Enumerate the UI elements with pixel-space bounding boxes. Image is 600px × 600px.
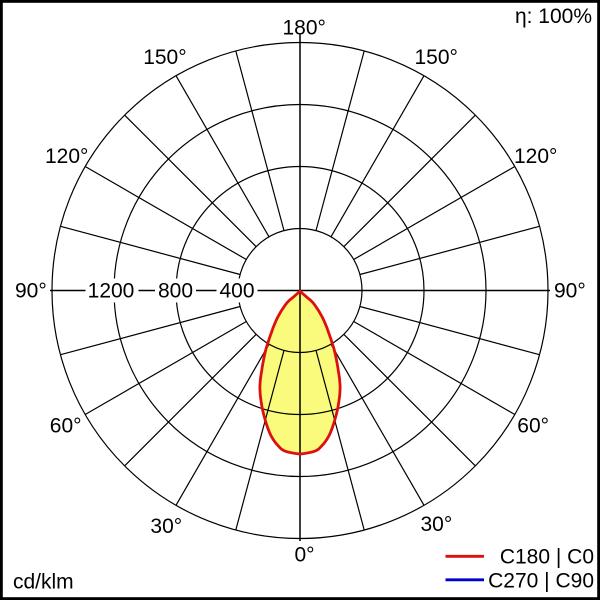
svg-text:150°: 150° <box>143 46 186 69</box>
svg-text:150°: 150° <box>415 46 458 69</box>
svg-text:60°: 60° <box>517 415 549 438</box>
svg-text:cd/klm: cd/klm <box>13 571 74 594</box>
svg-text:1200: 1200 <box>88 280 135 303</box>
svg-text:30°: 30° <box>150 515 182 538</box>
svg-text:180°: 180° <box>283 17 326 40</box>
svg-text:C180 | C0: C180 | C0 <box>500 546 594 569</box>
svg-text:90°: 90° <box>15 280 47 303</box>
svg-text:400: 400 <box>219 280 254 303</box>
svg-text:60°: 60° <box>50 415 82 438</box>
svg-text:800: 800 <box>158 280 193 303</box>
svg-text:0°: 0° <box>295 544 315 567</box>
svg-text:C270 | C90: C270 | C90 <box>488 570 594 593</box>
svg-text:η: 100%: η: 100% <box>515 5 592 28</box>
svg-text:120°: 120° <box>45 145 88 168</box>
svg-text:120°: 120° <box>514 145 557 168</box>
svg-text:90°: 90° <box>554 280 586 303</box>
svg-text:30°: 30° <box>421 513 453 536</box>
